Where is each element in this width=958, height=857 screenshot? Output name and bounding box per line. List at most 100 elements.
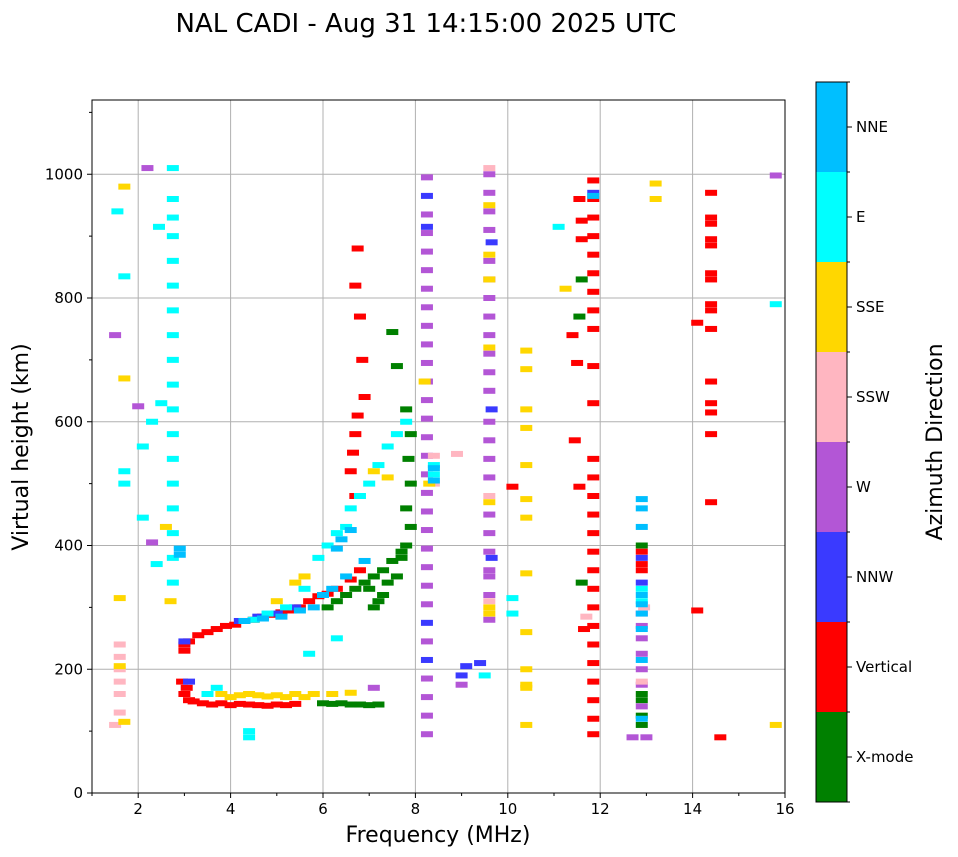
data-point-vertical [219,622,232,629]
colorbar-label: W [856,478,871,496]
data-point-w [420,675,433,682]
data-point-w [635,622,648,629]
data-point-nne [335,536,348,543]
data-point-w [420,174,433,181]
colorbar-swatch [816,172,847,262]
data-point-w [420,230,433,237]
data-point-sse [520,496,533,503]
y-tick-label: 400 [54,537,83,555]
data-point-e [312,554,325,561]
data-point-ssw [427,452,440,459]
data-point-e [552,223,565,230]
data-point-e [166,282,179,289]
data-point-vertical [705,242,718,249]
data-point-sse [270,598,283,605]
data-point-sse [118,718,131,725]
data-point-e [155,400,168,407]
data-point-e [353,493,366,499]
data-point-sse [483,610,496,617]
data-point-vertical [587,731,600,738]
data-point-sse [483,604,496,611]
data-point-nnw [178,638,191,645]
data-point-ssw [483,598,496,605]
colorbar-swatch [816,82,847,172]
data-point-sse [118,183,131,190]
data-point-x-mode [349,585,362,592]
data-point-vertical [349,282,362,289]
y-axis-label: Virtual height (km) [9,343,34,550]
data-points [109,165,782,741]
data-point-w [769,172,782,179]
data-point-nnw [460,663,473,670]
data-point-nne [635,656,648,663]
data-point-w [640,734,653,741]
data-point-w [420,638,433,645]
data-point-vertical [587,474,600,481]
data-point-vertical [187,698,200,705]
x-axis-label: Frequency (MHz) [346,823,531,848]
data-point-nnw [485,406,498,413]
data-point-vertical [587,455,600,462]
data-point-sse [418,378,431,385]
data-point-e [390,431,403,438]
data-point-vertical [587,233,600,240]
data-point-e [363,480,376,487]
data-point-x-mode [400,406,413,413]
data-point-ssw [580,613,593,620]
data-point-w [420,248,433,255]
data-point-vertical [705,307,718,314]
data-point-vertical [635,548,648,555]
x-tick-label: 8 [411,800,421,818]
data-point-x-mode [635,691,648,697]
data-point-e [400,418,413,425]
data-point-ssw [113,666,126,673]
data-point-x-mode [353,701,366,708]
data-point-w [483,455,496,462]
data-point-x-mode [377,567,390,574]
data-point-x-mode [330,598,343,605]
data-point-sse [344,689,357,696]
data-point-vertical [344,468,357,475]
data-point-vertical [587,697,600,704]
data-point-x-mode [372,598,385,605]
data-point-w [420,397,433,404]
data-point-ssw [483,493,496,499]
data-point-w [483,226,496,233]
data-point-nnw [635,554,648,561]
data-point-vertical [196,700,209,707]
data-point-e [166,554,179,561]
data-point-e [210,684,223,691]
colorbar-title: Azimuth Direction [923,343,948,540]
data-point-x-mode [404,480,417,487]
data-point-x-mode [404,431,417,438]
data-point-vertical [178,641,191,648]
data-point-x-mode [390,573,403,580]
data-point-sse [769,721,782,728]
data-point-x-mode [390,363,403,370]
data-point-e [303,650,316,657]
data-point-vertical [575,217,588,224]
data-point-e [166,455,179,462]
data-point-nne [635,505,648,512]
x-tick-label: 4 [226,800,236,818]
data-point-vertical [270,701,283,708]
data-point-x-mode [381,579,394,586]
plot-background [92,100,785,793]
data-point-w [483,350,496,357]
data-point-w [420,341,433,348]
data-point-e [166,307,179,314]
data-point-vertical [578,626,591,633]
data-point-nne [427,477,440,484]
colorbar-label: NNW [856,568,893,586]
data-point-w [141,165,154,172]
data-point-vertical [284,607,297,614]
data-point-vertical [192,632,205,639]
data-point-vertical [587,196,600,202]
data-point-nne [238,617,251,624]
data-point-vertical [178,647,191,654]
data-point-vertical [691,319,704,326]
data-point-w [420,359,433,366]
data-point-w [635,666,648,673]
data-point-sse [520,570,533,577]
data-point-nnw [270,610,283,617]
